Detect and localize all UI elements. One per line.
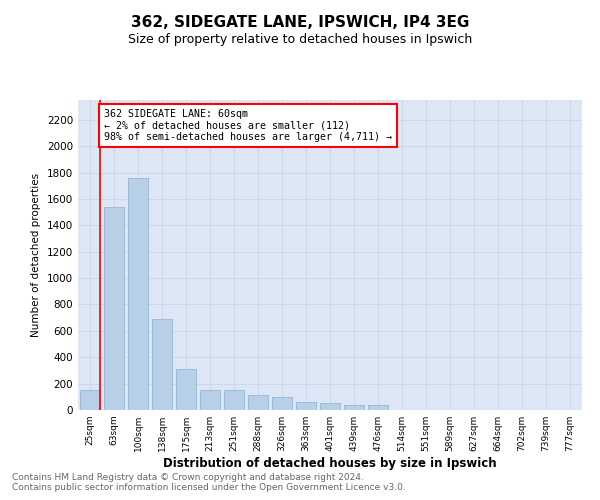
Text: Contains HM Land Registry data © Crown copyright and database right 2024.: Contains HM Land Registry data © Crown c… (12, 474, 364, 482)
Bar (128, 178, 148, 410)
Bar (224, 390, 244, 410)
Text: 362, SIDEGATE LANE, IPSWICH, IP4 3EG: 362, SIDEGATE LANE, IPSWICH, IP4 3EG (131, 15, 469, 30)
Bar (272, 397, 292, 410)
Text: Size of property relative to detached houses in Ipswich: Size of property relative to detached ho… (128, 32, 472, 46)
Bar (248, 396, 268, 410)
Bar (368, 404, 388, 410)
Bar (320, 402, 340, 410)
Y-axis label: Number of detached properties: Number of detached properties (31, 173, 41, 337)
Bar (152, 319, 172, 410)
Bar (200, 390, 220, 410)
Text: Contains public sector information licensed under the Open Government Licence v3: Contains public sector information licen… (12, 484, 406, 492)
Bar (344, 404, 364, 410)
Text: 362 SIDEGATE LANE: 60sqm
← 2% of detached houses are smaller (112)
98% of semi-d: 362 SIDEGATE LANE: 60sqm ← 2% of detache… (104, 109, 392, 142)
Bar (296, 402, 316, 410)
X-axis label: Distribution of detached houses by size in Ipswich: Distribution of detached houses by size … (163, 457, 497, 470)
Bar (104, 207, 124, 410)
Bar (80, 390, 100, 410)
Bar (176, 369, 196, 410)
